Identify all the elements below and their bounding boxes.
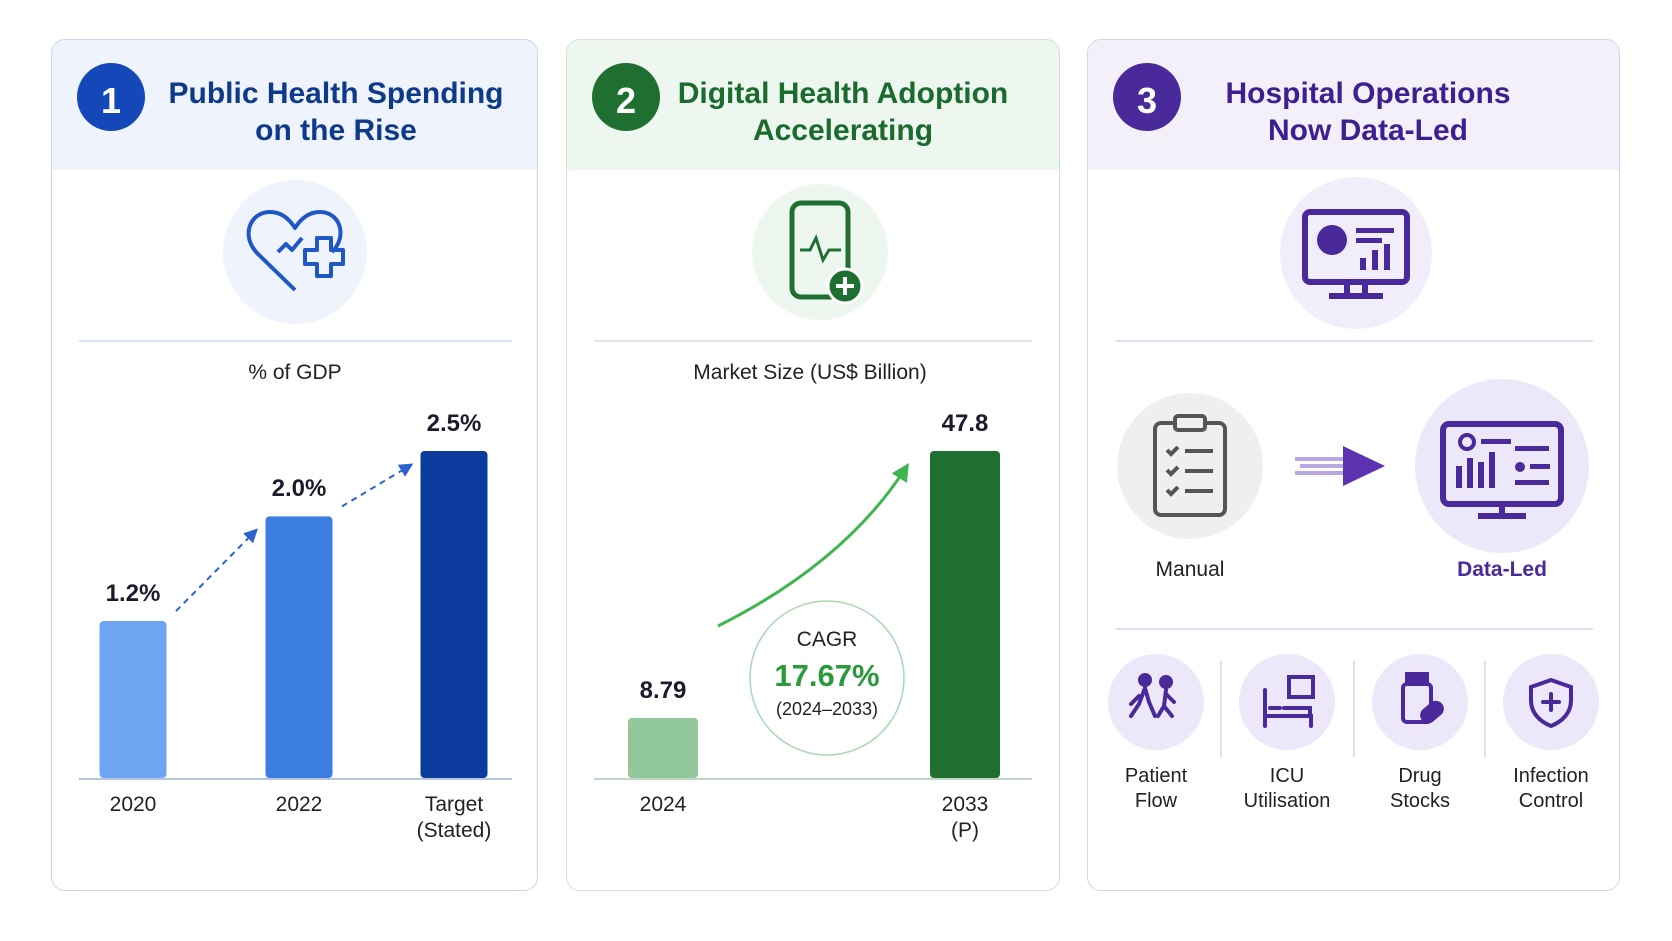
panel-title: on the Rise — [255, 114, 417, 147]
cagr-badge — [749, 600, 905, 756]
x-tick-label: 2022 — [275, 793, 323, 816]
monitor-icon — [1302, 209, 1410, 299]
bar — [628, 717, 698, 778]
panel-title: Now Data-Led — [1267, 114, 1468, 147]
number-badge — [1113, 63, 1181, 131]
phone-icon — [789, 200, 864, 305]
number-badge — [77, 63, 145, 131]
axis-label: Market Size (US$ Billion) — [693, 361, 927, 384]
trend-arrow — [175, 528, 258, 612]
heart-icon — [246, 210, 345, 292]
icon-bg — [223, 180, 367, 324]
bar — [265, 516, 333, 778]
number-badge — [592, 63, 660, 131]
panel-title: Accelerating — [752, 114, 934, 147]
state-label: Data-Led — [1457, 558, 1547, 581]
value-label: 2.0% — [271, 475, 327, 503]
panel-number: 1 — [100, 80, 122, 121]
value-label: 47.8 — [941, 410, 989, 437]
bar — [420, 451, 488, 778]
value-label: 1.2% — [105, 580, 161, 608]
area-label: ICU Utilisation — [1243, 765, 1331, 812]
area-label: Infection Control — [1513, 765, 1589, 812]
cagr-value: 17.67% — [774, 658, 880, 693]
x-tick-label: 2020 — [109, 793, 157, 816]
axis-label: % of GDP — [248, 361, 342, 384]
separator — [1220, 661, 1486, 757]
flow-arrow — [1343, 446, 1385, 486]
trend-arrow — [341, 463, 414, 508]
bar — [930, 451, 1000, 778]
x-tick-label: 2024 — [639, 793, 687, 816]
value-label: 2.5% — [426, 410, 482, 437]
panel-title: Public Health Spending — [168, 77, 504, 110]
growth-arrow — [717, 462, 909, 628]
value-label: 8.79 — [639, 676, 687, 704]
cagr-period: (2024–2033) — [775, 699, 879, 719]
state-label: Manual — [1155, 558, 1225, 581]
panel-title: Digital Health Adoption — [677, 77, 1009, 110]
dashboard-icon — [1440, 421, 1564, 519]
cagr-label: CAGR — [796, 628, 858, 651]
panel-title: Hospital Operations — [1225, 77, 1511, 110]
x-tick-label: 2033 (P) — [941, 793, 989, 843]
area-label: Drug Stocks — [1389, 765, 1451, 812]
flow-arrow — [1295, 457, 1343, 475]
area-label: Patient Flow — [1124, 765, 1188, 812]
area-icons — [1129, 672, 1573, 729]
clipboard-icon — [1153, 414, 1227, 517]
x-tick-label: Target (Stated) — [416, 793, 492, 843]
panel-number: 2 — [615, 80, 637, 121]
bar — [99, 621, 167, 778]
panel-number: 3 — [1136, 80, 1158, 121]
